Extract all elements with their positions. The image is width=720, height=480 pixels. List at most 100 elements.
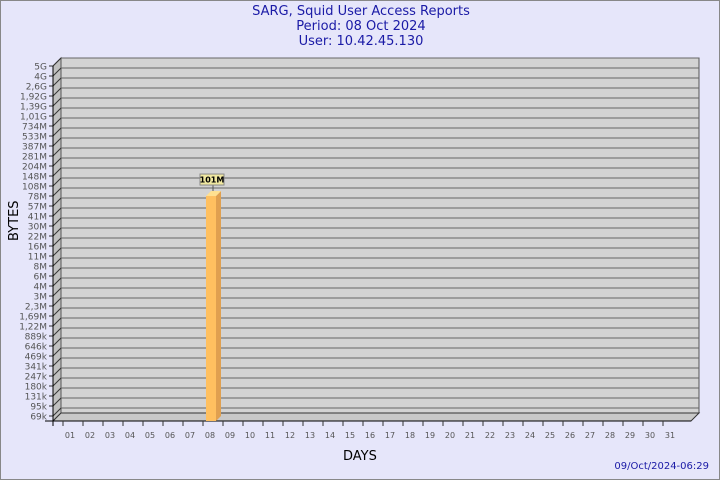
data-label-box	[199, 173, 225, 186]
y-tick-label: 1,69M	[19, 313, 47, 323]
y-tick-label: 1,01G	[20, 113, 47, 123]
x-tick-label: 27	[585, 431, 595, 440]
bar-side	[216, 191, 221, 421]
x-tick-label: 06	[165, 431, 175, 440]
y-tick-label: 78M	[28, 193, 47, 203]
timestamp: 09/Oct/2024-06:29	[614, 461, 709, 472]
y-tick-diagonal	[52, 377, 62, 387]
y-tick-diagonal	[52, 367, 62, 377]
y-tick-label: 95k	[30, 403, 47, 413]
y-tick-diagonal	[52, 307, 62, 317]
y-tick-diagonal	[52, 77, 62, 87]
x-tick-label: 30	[645, 431, 655, 440]
y-tick-label: 2,3M	[25, 303, 47, 313]
x-tick-label: 29	[625, 431, 635, 440]
y-tick-diagonal	[52, 347, 62, 357]
y-tick-label: 22M	[28, 233, 47, 243]
y-tick-label: 889k	[25, 333, 48, 343]
y-tick-diagonal	[52, 117, 62, 127]
y-tick-label: 6M	[34, 273, 48, 283]
x-axis-label: DAYS	[343, 449, 377, 464]
x-tick-label: 17	[385, 431, 395, 440]
y-tick-diagonal	[52, 387, 62, 397]
y-tick-diagonal	[52, 127, 62, 137]
x-tick-label: 10	[245, 431, 255, 440]
x-tick-label: 31	[665, 431, 675, 440]
chart-period: Period: 08 Oct 2024	[296, 19, 426, 34]
y-tick-label: 16M	[28, 243, 47, 253]
y-tick-diagonal	[52, 147, 62, 157]
y-tick-label: 281M	[22, 153, 47, 163]
y-tick-label: 108M	[22, 183, 47, 193]
y-tick-label: 1,39G	[20, 103, 47, 113]
y-tick-label: 5G	[34, 63, 47, 73]
y-tick-label: 8M	[34, 263, 48, 273]
x-tick-label: 24	[525, 431, 535, 440]
x-tick-label: 21	[465, 431, 475, 440]
x-tick-label: 20	[445, 431, 455, 440]
x-tick-label: 08	[205, 431, 215, 440]
x-tick-label: 19	[425, 431, 435, 440]
y-tick-diagonal	[52, 197, 62, 207]
y-tick-diagonal	[52, 137, 62, 147]
y-tick-label: 131k	[25, 393, 48, 403]
y-tick-label: 41M	[28, 213, 47, 223]
y-tick-diagonal	[52, 207, 62, 217]
y-tick-label: 69k	[30, 413, 47, 423]
floor	[51, 412, 701, 422]
x-tick-label: 09	[225, 431, 235, 440]
x-tick-label: 07	[185, 431, 195, 440]
x-tick-label: 28	[605, 431, 615, 440]
y-tick-diagonal	[52, 227, 62, 237]
bar-top	[206, 191, 221, 197]
x-tick-label: 16	[365, 431, 375, 440]
y-tick-label: 533M	[22, 133, 47, 143]
y-tick-diagonal	[52, 247, 62, 257]
y-tick-diagonal	[52, 327, 62, 337]
y-tick-label: 646k	[25, 343, 48, 353]
y-tick-diagonal	[52, 97, 62, 107]
x-tick-label: 05	[145, 431, 155, 440]
y-tick-diagonal	[52, 187, 62, 197]
y-tick-diagonal	[52, 337, 62, 347]
y-tick-label: 180k	[25, 383, 48, 393]
back-wall	[60, 57, 700, 414]
y-tick-label: 30M	[28, 223, 47, 233]
y-tick-label: 4M	[34, 283, 48, 293]
y-tick-label: 2,6G	[26, 83, 47, 93]
x-tick-label: 25	[545, 431, 555, 440]
y-tick-label: 341k	[25, 363, 48, 373]
x-tick-label: 11	[265, 431, 275, 440]
y-tick-diagonal	[52, 167, 62, 177]
y-tick-label: 247k	[25, 373, 48, 383]
y-tick-label: 57M	[28, 203, 47, 213]
x-tick-label: 14	[325, 431, 335, 440]
x-tick-label: 02	[85, 431, 95, 440]
y-tick-diagonal	[52, 267, 62, 277]
y-tick-diagonal	[52, 157, 62, 167]
y-tick-diagonal	[52, 87, 62, 97]
chart-title: SARG, Squid User Access Reports	[252, 4, 470, 19]
y-tick-diagonal	[52, 317, 62, 327]
y-tick-label: 204M	[22, 163, 47, 173]
y-tick-diagonal	[52, 397, 62, 407]
y-tick-label: 148M	[22, 173, 47, 183]
y-tick-label: 734M	[22, 123, 47, 133]
y-tick-label: 11M	[28, 253, 47, 263]
x-tick-label: 12	[285, 431, 295, 440]
y-tick-label: 469k	[25, 353, 48, 363]
bar	[206, 196, 216, 421]
y-tick-diagonal	[52, 67, 62, 77]
x-tick-label: 01	[65, 431, 75, 440]
y-tick-label: 4G	[34, 73, 47, 83]
y-tick-diagonal	[52, 257, 62, 267]
y-tick-label: 3M	[34, 293, 48, 303]
x-tick-label: 13	[305, 431, 315, 440]
y-tick-diagonal	[52, 107, 62, 117]
y-tick-diagonal	[52, 177, 62, 187]
y-tick-label: 1,92G	[20, 93, 47, 103]
y-tick-label: 1,22M	[19, 323, 47, 333]
y-tick-diagonal	[52, 217, 62, 227]
